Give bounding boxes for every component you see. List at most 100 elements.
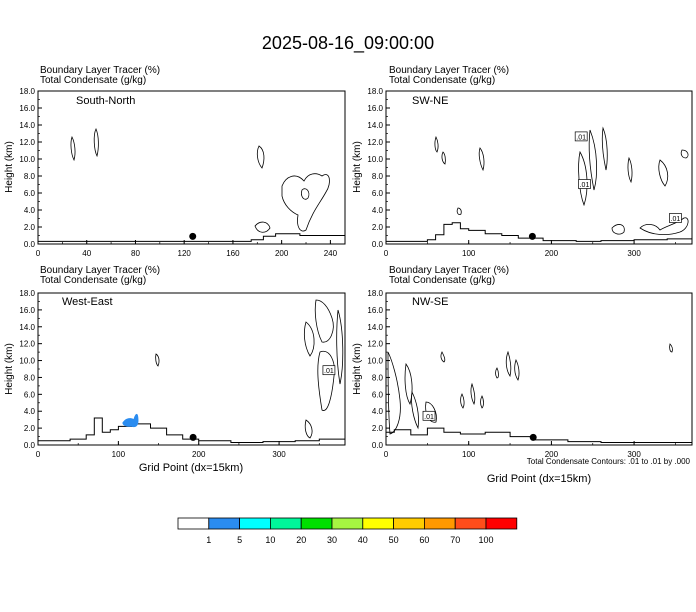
cloud-contour xyxy=(434,135,439,153)
panel-west-east: Boundary Layer Tracer (%) Total Condensa… xyxy=(4,265,346,474)
cloud-contour xyxy=(441,151,446,165)
y-tick-label: 18.0 xyxy=(367,87,383,96)
y-ticks: 0.0 2.0 4.0 6.0 8.0 10.0 12.0 14.0 16.0 18.0 xyxy=(367,87,390,249)
y-ticks: 0.0 2.0 4.0 6.0 8.0 10.0 12.0 14.0 16.0 18.0 xyxy=(19,87,42,249)
x-tick-label: 100 xyxy=(112,450,126,459)
cloud-contour xyxy=(281,173,330,232)
panel-label: SW-NE xyxy=(412,95,448,107)
x-tick-label: 0 xyxy=(36,249,41,258)
cloud-contour xyxy=(588,129,598,191)
y-tick-label: 2.0 xyxy=(24,424,36,433)
contour-label: .01 xyxy=(324,368,334,375)
cloud-contour xyxy=(478,147,485,172)
y-axis-label: Height (km) xyxy=(352,343,363,395)
cloud-contour xyxy=(256,145,265,169)
contour-labels: .01 xyxy=(422,410,436,421)
y-tick-label: 12.0 xyxy=(367,340,383,349)
field-title-2: Total Condensate (g/kg) xyxy=(389,75,495,86)
contours xyxy=(70,128,330,233)
y-axis-label: Height (km) xyxy=(4,343,15,395)
contour-label-box xyxy=(578,179,591,189)
cloud-contour xyxy=(304,419,313,439)
cloud-contour xyxy=(639,217,689,236)
cloud-contour xyxy=(404,362,413,405)
colorbar-swatch xyxy=(362,517,394,530)
colorbar-swatch xyxy=(331,517,364,530)
contour-label: .01 xyxy=(576,134,586,141)
y-tick-label: 12.0 xyxy=(19,138,35,147)
colorbar-label: 5 xyxy=(237,535,242,545)
x-tick-label: 160 xyxy=(226,249,240,258)
y-tick-label: 0.0 xyxy=(372,441,384,450)
cloud-contour xyxy=(93,128,99,158)
colorbar-label: 50 xyxy=(389,535,399,545)
x-tick-label: 200 xyxy=(545,450,559,459)
panel-label: West-East xyxy=(62,296,113,308)
cloud-contour xyxy=(411,390,419,430)
x-tick-label: 0 xyxy=(36,450,41,459)
contour-footnote: Total Condensate Contours: .01 to .01 by… xyxy=(527,457,691,466)
y-tick-label: 4.0 xyxy=(24,407,36,416)
cloud-contour xyxy=(301,188,310,200)
cloud-contour xyxy=(627,156,633,184)
location-marker xyxy=(528,232,536,240)
field-title-1: Boundary Layer Tracer (%) xyxy=(40,265,160,276)
colorbar-label: 30 xyxy=(327,535,337,545)
field-title-1: Boundary Layer Tracer (%) xyxy=(40,65,160,76)
y-tick-label: 6.0 xyxy=(24,390,36,399)
y-tick-label: 16.0 xyxy=(19,104,35,113)
colorbar-label: 1 xyxy=(206,535,211,545)
y-tick-label: 0.0 xyxy=(24,441,36,450)
plot-frame xyxy=(37,90,346,245)
x-tick-label: 0 xyxy=(384,450,389,459)
cloud-contour xyxy=(155,353,160,367)
x-tick-label: 80 xyxy=(131,249,140,258)
cloud-contour xyxy=(460,393,465,409)
y-ticks: 0.0 2.0 4.0 6.0 8.0 10.0 12.0 14.0 16.0 18.0 xyxy=(19,289,42,450)
x-tick-label: 200 xyxy=(275,249,289,258)
y-tick-label: 12.0 xyxy=(19,340,35,349)
x-tick-label: 100 xyxy=(462,450,476,459)
x-tick-label: 240 xyxy=(324,249,338,258)
shading xyxy=(122,413,139,428)
y-tick-label: 4.0 xyxy=(372,407,384,416)
cloud-contour xyxy=(658,159,669,187)
x-ticks: 0 100 200 300 xyxy=(384,441,676,459)
y-tick-label: 12.0 xyxy=(367,138,383,147)
plot-frame xyxy=(385,292,693,446)
colorbar-label: 20 xyxy=(296,535,306,545)
colorbar-swatch xyxy=(485,517,518,530)
field-title-2: Total Condensate (g/kg) xyxy=(389,275,495,286)
contour-label: .01 xyxy=(671,216,681,223)
cloud-contour xyxy=(254,221,271,233)
x-ticks: 0 40 80 120 160 200 240 xyxy=(36,240,338,258)
x-tick-label: 300 xyxy=(627,450,641,459)
y-tick-label: 8.0 xyxy=(24,172,36,181)
cloud-contour xyxy=(505,350,512,377)
x-tick-label: 200 xyxy=(192,450,206,459)
panel-label: South-North xyxy=(76,95,135,107)
y-tick-label: 0.0 xyxy=(24,240,36,249)
x-axis-label: Grid Point (dx=15km) xyxy=(487,473,591,485)
y-axis-label: Height (km) xyxy=(352,141,363,193)
y-tick-label: 6.0 xyxy=(372,390,384,399)
cloud-contour xyxy=(578,150,588,207)
cloud-contour xyxy=(514,358,520,381)
y-tick-label: 6.0 xyxy=(24,189,36,198)
colorbar-swatch xyxy=(300,517,333,530)
field-title-2: Total Condensate (g/kg) xyxy=(40,75,146,86)
cloud-contour xyxy=(669,343,673,353)
contours xyxy=(434,126,689,236)
x-tick-label: 100 xyxy=(462,249,476,258)
y-tick-label: 16.0 xyxy=(367,306,383,315)
colorbar-label: 70 xyxy=(450,535,460,545)
cloud-contour xyxy=(495,367,499,379)
colorbar-swatch xyxy=(239,517,271,530)
colorbar-label: 60 xyxy=(419,535,429,545)
y-axis-label: Height (km) xyxy=(4,141,15,193)
colorbar-label: 10 xyxy=(265,535,275,545)
colorbar-swatch xyxy=(177,517,210,530)
y-tick-label: 14.0 xyxy=(19,121,35,130)
tracer-shading xyxy=(122,413,139,428)
